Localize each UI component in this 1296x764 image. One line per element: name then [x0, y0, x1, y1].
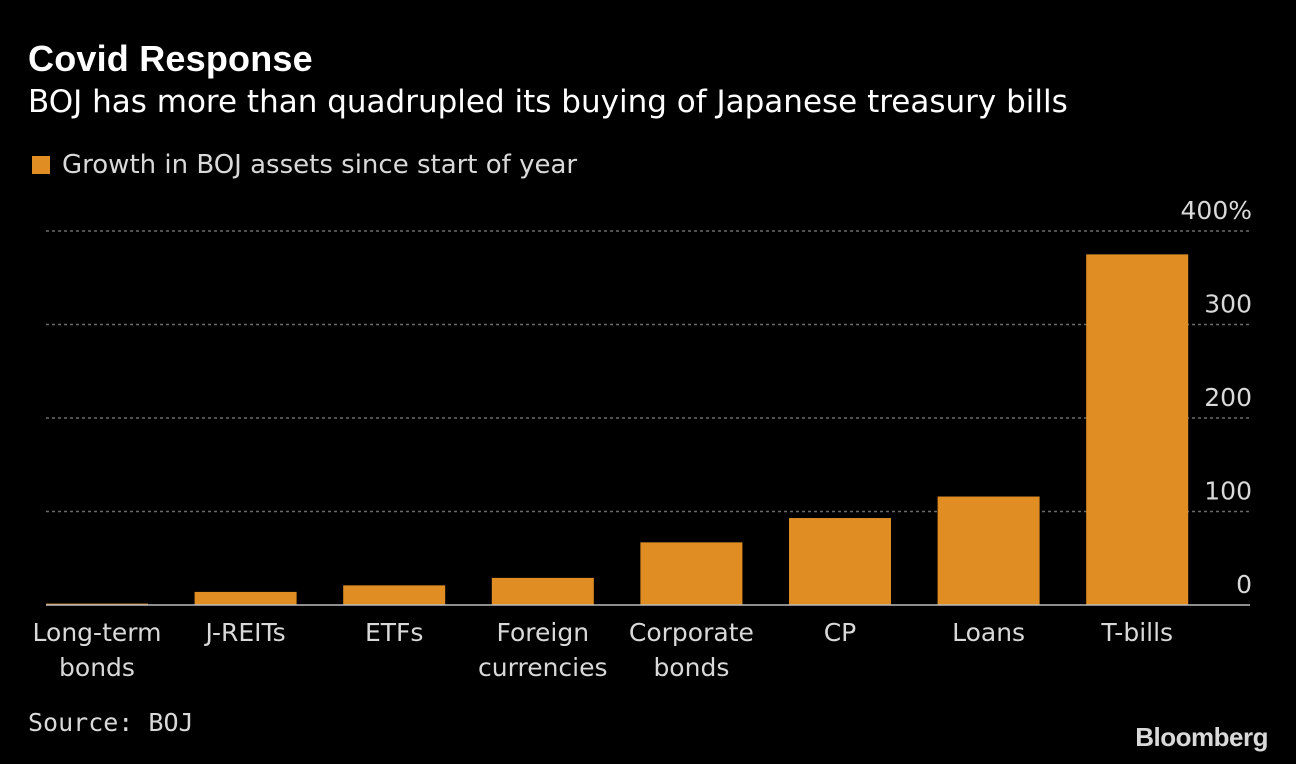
bar	[640, 542, 743, 605]
x-category-label: Foreign	[497, 618, 590, 647]
x-category-label: Loans	[952, 618, 1025, 647]
bar	[789, 518, 891, 605]
bar	[194, 591, 297, 605]
x-category-label: T-bills	[1100, 618, 1173, 647]
y-tick-labels: 0 100 200 300 400%	[1181, 196, 1252, 599]
x-category-label: ETFs	[365, 618, 423, 647]
bar	[937, 496, 1040, 605]
y-tick-label: 100	[1204, 477, 1252, 506]
chart-title: Covid Response	[28, 38, 313, 79]
bloomberg-logo: Bloomberg	[1135, 722, 1268, 752]
grid-lines	[46, 230, 1250, 513]
x-category-label: bonds	[59, 653, 135, 682]
bar	[343, 585, 446, 605]
y-tick-label: 400%	[1181, 196, 1252, 225]
bar	[491, 577, 594, 605]
x-category-label: Corporate	[629, 618, 754, 647]
x-category-labels: Long-term bonds J-REITs ETFs Foreign currenci…	[33, 618, 1174, 682]
legend-label: Growth in BOJ assets since start of year	[62, 150, 578, 180]
legend: Growth in BOJ assets since start of year	[32, 150, 577, 180]
bar	[1086, 254, 1189, 605]
y-tick-label: 0	[1236, 570, 1252, 599]
bars	[46, 254, 1250, 606]
x-category-label: Long-term	[33, 618, 162, 647]
legend-swatch	[32, 156, 50, 174]
x-category-label: J-REITs	[203, 618, 285, 647]
source-note: Source: BOJ	[28, 708, 194, 737]
y-tick-label: 300	[1204, 290, 1252, 319]
y-tick-label: 200	[1204, 383, 1252, 412]
x-category-label: bonds	[653, 653, 729, 682]
chart-subtitle: BOJ has more than quadrupled its buying …	[28, 84, 1068, 120]
x-category-label: CP	[824, 618, 857, 647]
x-category-label: currencies	[478, 653, 607, 682]
